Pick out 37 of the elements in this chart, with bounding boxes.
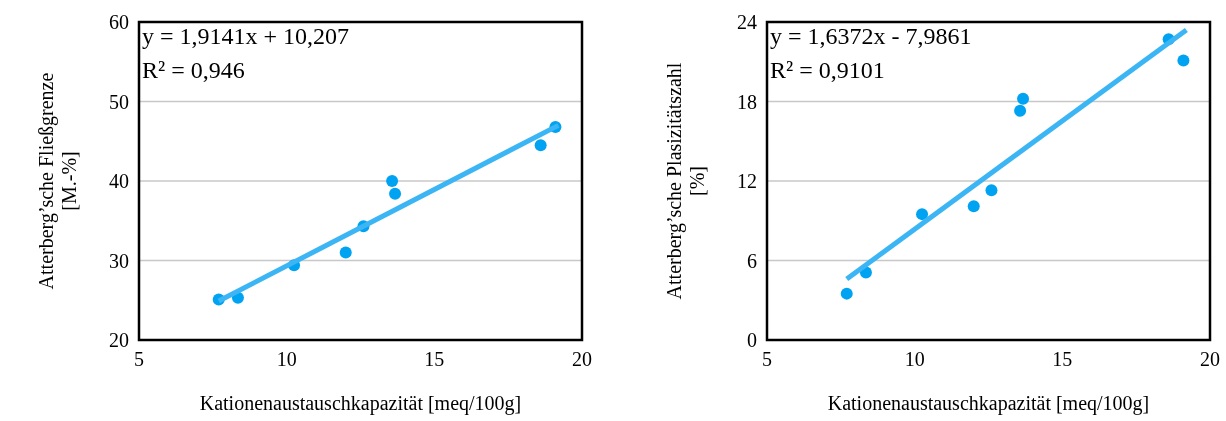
- y-tick-label: 24: [737, 11, 757, 33]
- annotation: R² = 0,9101: [770, 57, 885, 83]
- point: [386, 175, 399, 187]
- annotation: y = 1,6372x - 7,9861: [770, 23, 972, 49]
- x-tick-label: 15: [1052, 348, 1073, 370]
- x-tick-label: 5: [134, 348, 144, 370]
- annotation: y = 1,9141x + 10,207: [142, 23, 350, 49]
- point: [840, 287, 853, 300]
- y-tick-label: 12: [737, 170, 757, 192]
- point: [967, 200, 980, 213]
- y-tick-label: 20: [109, 329, 129, 351]
- point: [389, 187, 402, 200]
- y-tick-label: 0: [747, 329, 757, 351]
- point: [339, 246, 352, 259]
- point: [1017, 92, 1030, 105]
- y-tick-label: 6: [747, 249, 757, 272]
- point: [916, 208, 929, 221]
- y-tick-label: 60: [109, 11, 129, 33]
- y-axis-title: Atterberg’sche Fließgrenze [M.-%]: [35, 72, 80, 290]
- y-tick-label: 40: [109, 170, 129, 192]
- y-tick-label: 18: [737, 90, 757, 113]
- point: [1014, 104, 1027, 117]
- y-tick-label: 50: [109, 90, 129, 113]
- y-axis-title: Atterberg’sche Plasizitätszahl [%]: [663, 62, 708, 300]
- x-tick-label: 20: [1200, 348, 1220, 370]
- x-tick-label: 15: [424, 348, 445, 370]
- annotation: R² = 0,946: [142, 57, 245, 83]
- x-tick-label: 10: [904, 348, 925, 370]
- point: [1177, 54, 1190, 67]
- y-tick-label: 30: [109, 249, 129, 272]
- x-tick-label: 10: [276, 348, 297, 370]
- x-axis-title: Kationenaustauschkapazität [meq/100g]: [199, 392, 522, 415]
- x-axis-title: Kationenaustauschkapazität [meq/100g]: [827, 392, 1150, 415]
- point: [534, 139, 547, 152]
- x-tick-label: 20: [572, 348, 592, 370]
- x-tick-label: 5: [762, 348, 772, 370]
- point: [985, 184, 998, 197]
